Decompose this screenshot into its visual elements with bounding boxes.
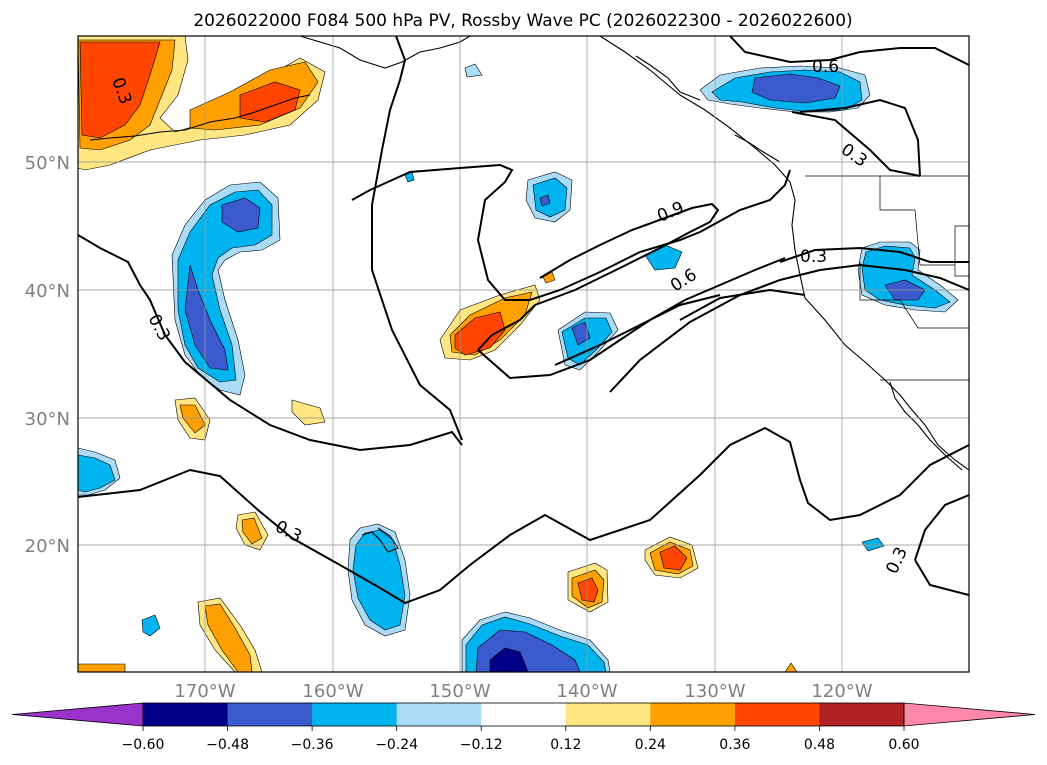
- lat-label: 20°N: [25, 536, 70, 557]
- alaska-coast: [299, 36, 471, 69]
- colorbar-tick-label: −0.12: [460, 737, 503, 753]
- aleutian-islands: [89, 94, 311, 141]
- contour-0.3-north: [729, 36, 969, 177]
- map-area: 0.3 0.3 0.3 0.3 0.3 0.3 0.6 0.6 0.9: [78, 36, 969, 672]
- contour-0.9: [534, 202, 720, 306]
- contour-0.6-outer: [609, 263, 969, 393]
- contour-0.3-big-loop: [371, 36, 463, 441]
- colorbar-extend-low: [11, 702, 144, 727]
- colorbar-segment: [143, 703, 229, 726]
- colorbar-segment: [312, 703, 398, 726]
- contour-0.6-mid: [351, 163, 701, 301]
- colorbar-tick-label: 0.12: [550, 737, 581, 753]
- colorbar: −0.60 −0.48 −0.36 −0.24 −0.12 0.12 0.24 0.36 0.4…: [11, 702, 1036, 753]
- political-borders: [805, 175, 969, 381]
- figure-title: 2026022000 F084 500 hPa PV, Rossby Wave …: [193, 11, 852, 31]
- lat-label: 40°N: [25, 281, 70, 302]
- colorbar-tick-label: −0.60: [122, 737, 165, 753]
- lon-label: 160°W: [302, 681, 363, 702]
- rossby-wave-contours: [78, 36, 969, 605]
- latitude-labels: 50°N 40°N 30°N 20°N: [25, 153, 70, 557]
- colorbar-segment: [819, 703, 905, 726]
- contour-label: 0.3: [800, 247, 827, 267]
- colorbar-segment: [227, 703, 313, 726]
- colorbar-frame: [142, 702, 905, 727]
- colorbar-tick-label: −0.48: [206, 737, 249, 753]
- map-frame: [77, 35, 970, 673]
- colorbar-segment: [734, 703, 820, 726]
- colorbar-tick-label: −0.36: [291, 737, 334, 753]
- hawaii-islands: [361, 527, 399, 553]
- lon-label: 120°W: [811, 681, 872, 702]
- lon-label: 130°W: [684, 681, 745, 702]
- colorbar-segment: [481, 703, 567, 726]
- colorbar-tick-label: 0.24: [635, 737, 666, 753]
- colorbar-tick-label: 0.36: [719, 737, 750, 753]
- positive-pv-shading: [78, 36, 798, 672]
- coastlines: [89, 36, 969, 553]
- colorbar-segment: [650, 703, 736, 726]
- contour-0.3-tropical: [78, 426, 969, 605]
- pacific-northwest-coast: [599, 36, 969, 471]
- contour-label: 0.6: [812, 57, 839, 77]
- colorbar-segment: [396, 703, 482, 726]
- lat-label: 50°N: [25, 153, 70, 174]
- contour-0.3-west: [78, 234, 463, 452]
- colorbar-extend-high: [903, 702, 1036, 727]
- lon-label: 140°W: [556, 681, 617, 702]
- colorbar-tick-label: 0.60: [888, 737, 919, 753]
- colorbar-tick-label: −0.24: [375, 737, 418, 753]
- longitude-labels: 170°W 160°W 150°W 140°W 130°W 120°W: [174, 681, 872, 702]
- colorbar-tick-label: 0.48: [804, 737, 835, 753]
- baja-california-coast: [889, 381, 963, 471]
- contour-0.3-east-coast: [779, 246, 969, 263]
- negative-pv-shading: [78, 63, 959, 672]
- lon-label: 170°W: [174, 681, 235, 702]
- colorbar-segment: [565, 703, 651, 726]
- gridlines: [78, 36, 969, 672]
- lon-label: 150°W: [429, 681, 490, 702]
- lat-label: 30°N: [25, 409, 70, 430]
